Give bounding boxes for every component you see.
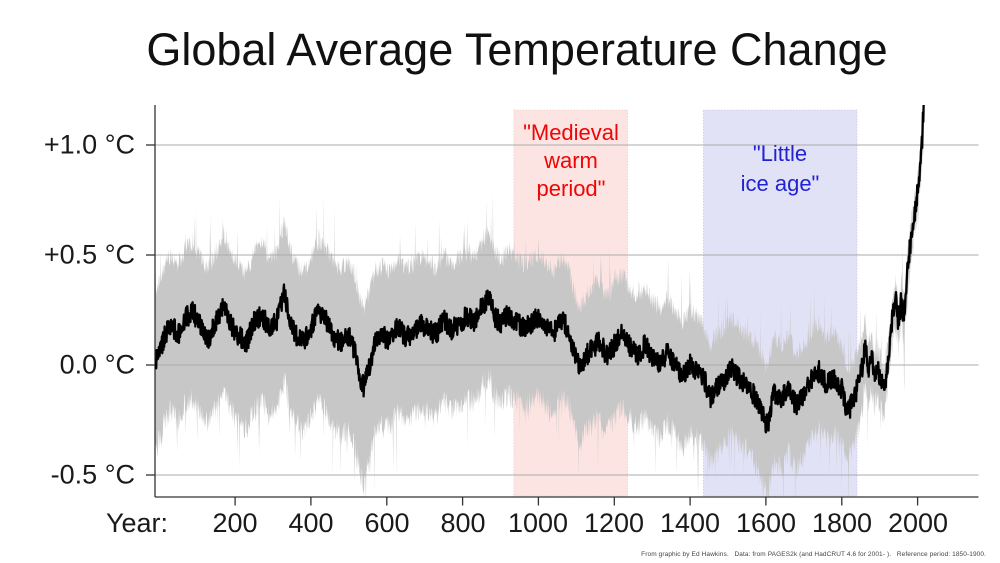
annotation-line: period" [536,176,606,201]
x-axis-prefix-label: Year: [105,508,169,538]
uncertainty-layer [155,105,924,497]
x-tick-label-800: 800 [440,508,486,538]
annotation-line: "Medieval [523,120,619,145]
temperature-line-layer [155,105,925,434]
y-tick-label-zero: 0.0 °C [59,349,135,380]
x-tick-label-2000: 2000 [887,508,949,538]
y-tick-label-plus1: +1.0 °C [43,129,135,160]
x-tick-label-1000: 1000 [507,508,569,538]
x-tick-label-600: 600 [364,508,410,538]
x-tick-label-1400: 1400 [659,508,721,538]
x-tick-label-1800: 1800 [811,508,873,538]
credit-footnote: From graphic by Ed Hawkins. Data: from P… [641,551,986,558]
y-tick-label-plus05: +0.5 °C [43,239,135,270]
annotation-line: warm [544,148,598,173]
x-tick-label-1200: 1200 [583,508,645,538]
uncertainty-band [155,105,924,497]
medieval-warm-period-annotation: "Medieval warm period" [514,119,628,203]
x-tick-label-400: 400 [288,508,334,538]
x-tick-label-200: 200 [212,508,258,538]
chart-title: Global Average Temperature Change [146,24,888,75]
axis-ticks-layer [146,144,919,506]
grid-layer [155,144,979,476]
temperature-line [155,105,925,434]
x-tick-label-1600: 1600 [735,508,797,538]
annotation-line: "Little [752,141,808,166]
y-tick-label-minus05: -0.5 °C [50,459,135,490]
little-ice-age-annotation: "Little ice age" [703,139,857,199]
annotation-line: ice age" [740,171,820,196]
